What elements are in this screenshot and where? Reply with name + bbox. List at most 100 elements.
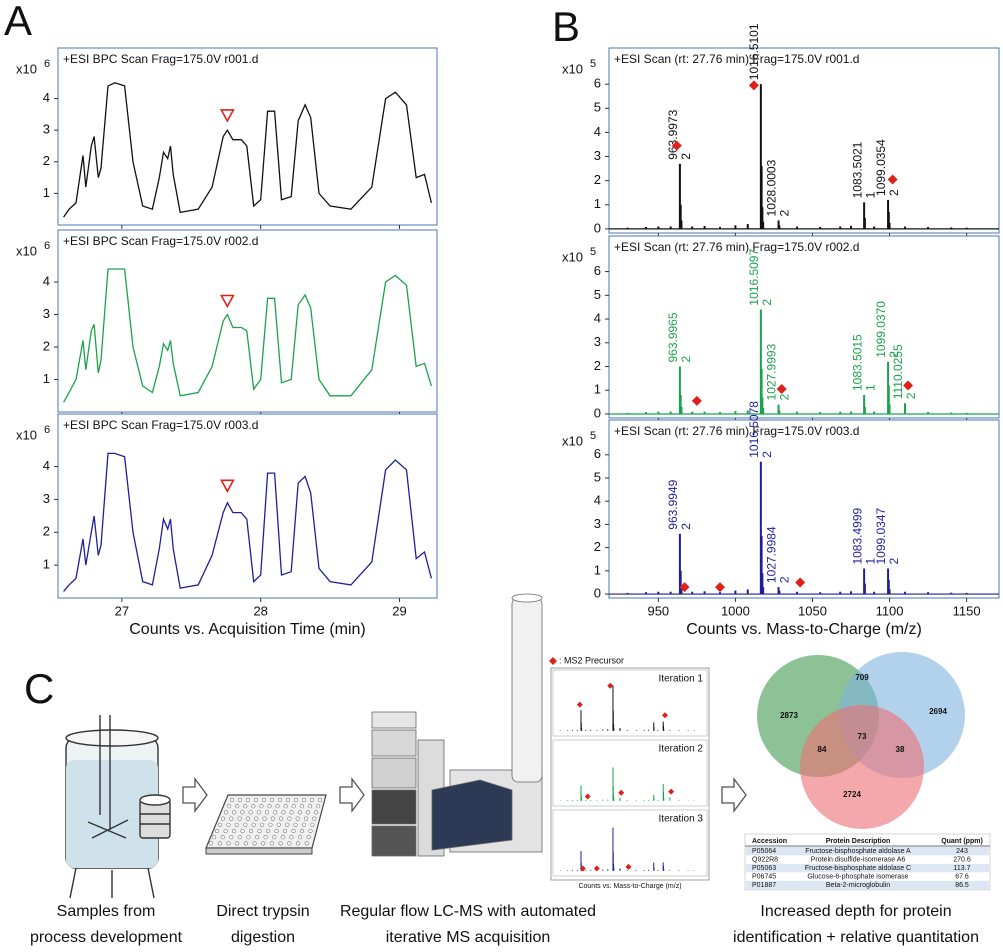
chart-title: +ESI BPC Scan Frag=175.0V r001.d (63, 52, 258, 66)
panel-label: B (552, 3, 580, 50)
y-tick-label: 2 (594, 172, 601, 187)
well (240, 828, 245, 834)
well (223, 810, 229, 815)
peak-charge-label: 2 (778, 393, 792, 400)
y-tick-label: 4 (43, 458, 50, 473)
well (272, 835, 277, 840)
peak-mz-label: 1016.5097 (747, 249, 761, 306)
peak-marker (220, 294, 235, 309)
peak-charge-label: 2 (679, 356, 693, 363)
peak-charge-label: 2 (760, 451, 774, 458)
step-caption: iterative MS acquisition (386, 929, 551, 946)
well (237, 835, 242, 840)
inset-precursor (668, 788, 675, 795)
peak-mz-label: 1016.5101 (747, 23, 761, 80)
y-tick-label: 3 (594, 516, 601, 531)
well (295, 841, 301, 846)
y-tick-label: 5 (594, 100, 601, 115)
well (235, 804, 240, 809)
well (220, 835, 225, 840)
well (293, 797, 299, 803)
well (281, 810, 286, 815)
peak-charge-label: 2 (904, 392, 918, 399)
well (277, 797, 283, 803)
step-caption: Direct trypsin (216, 903, 309, 920)
well (217, 822, 223, 827)
well (245, 797, 251, 803)
y-tick-label: 3 (43, 122, 50, 137)
peak-mz-label: 1083.4999 (850, 507, 864, 564)
table-cell: P01887 (752, 882, 776, 889)
table-cell: Fructose-bisphosphate aldolase C (805, 865, 911, 872)
venn-count: 2694 (929, 707, 947, 716)
well (303, 816, 309, 821)
peak-mz-label: 1027.9984 (765, 526, 779, 583)
y-tick-label: 1 (43, 185, 50, 200)
venn-circle (800, 705, 924, 829)
well (285, 822, 290, 827)
well (248, 810, 253, 815)
peak-charge-label: 1 (863, 558, 877, 565)
well (299, 828, 305, 834)
well (293, 822, 298, 827)
well (316, 804, 321, 809)
peak-marker (220, 479, 235, 493)
well (235, 841, 240, 846)
peak-mz-label: 963.9965 (666, 312, 680, 362)
well (220, 816, 226, 821)
well (267, 804, 272, 809)
y-tick-label: 1 (594, 562, 601, 577)
table-cell: 67.6 (955, 873, 969, 880)
chart-title: +ESI Scan (rt: 27.76 min) Frag=175.0V r0… (614, 424, 859, 438)
peak-mz-label: 963.9973 (666, 109, 680, 159)
step-caption: process development (30, 929, 183, 946)
well (223, 828, 228, 834)
y-multiplier: x10 (562, 61, 583, 76)
peak-charge-label: 2 (778, 209, 792, 216)
well (312, 816, 317, 821)
well (246, 835, 251, 840)
y-tick-label: 6 (594, 76, 601, 91)
well (299, 804, 305, 809)
plot-frame (608, 235, 1000, 419)
well (214, 828, 220, 834)
inset-precursor (625, 863, 632, 870)
y-tick-label: 2 (594, 358, 601, 373)
well (301, 822, 307, 827)
plot-frame (608, 419, 1000, 599)
inset-iteration-label: Iteration 2 (659, 744, 704, 755)
y-multiplier-exponent: 6 (44, 240, 50, 252)
well (209, 841, 214, 846)
well (306, 835, 311, 840)
precursor-marker (903, 380, 914, 391)
well (259, 804, 264, 809)
well (248, 828, 254, 834)
peak-charge-label: 1 (863, 191, 877, 198)
well (229, 816, 234, 821)
peak-charge-label: 2 (679, 153, 693, 160)
y-multiplier: x10 (16, 61, 37, 76)
well (282, 828, 288, 834)
peak-charge-label: 2 (887, 558, 901, 565)
well (211, 835, 217, 840)
y-multiplier: x10 (16, 427, 37, 442)
y-multiplier-exponent: 6 (44, 58, 50, 70)
x-tick-label: 27 (115, 603, 129, 618)
y-tick-label: 6 (594, 263, 601, 278)
peak-charge-label: 2 (778, 576, 792, 583)
step-caption: digestion (231, 929, 295, 946)
well (309, 797, 315, 803)
well (234, 822, 239, 827)
panel-label: A (4, 0, 32, 44)
well (287, 816, 292, 821)
well (274, 828, 279, 834)
well (275, 804, 280, 809)
precursor-marker (679, 582, 690, 593)
plot-frame (57, 229, 438, 413)
well (269, 841, 275, 846)
y-tick-label: 2 (43, 524, 50, 539)
y-tick-label: 1 (594, 196, 601, 211)
well (263, 835, 268, 840)
inset-legend: : MS2 Precursor (559, 655, 624, 665)
precursor-marker (887, 174, 898, 185)
